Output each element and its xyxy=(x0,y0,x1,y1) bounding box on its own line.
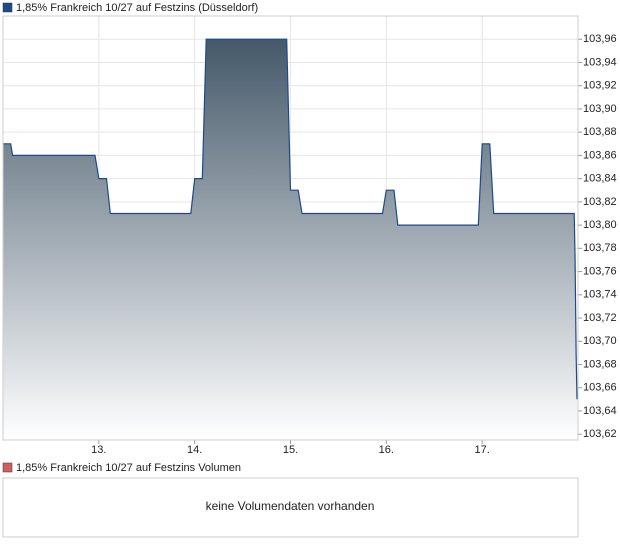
x-tick-label: 16. xyxy=(379,444,394,456)
x-tick-label: 17. xyxy=(475,444,490,456)
y-tick-label: 103,84 xyxy=(583,173,617,185)
legend-swatch xyxy=(2,462,13,473)
y-tick-label: 103,64 xyxy=(583,405,617,417)
y-tick-label: 103,74 xyxy=(583,289,617,301)
y-tick-label: 103,86 xyxy=(583,149,617,161)
y-tick-label: 103,80 xyxy=(583,219,617,231)
x-tick-label: 13. xyxy=(91,444,106,456)
legend-label: 1,85% Frankreich 10/27 auf Festzins (Düs… xyxy=(16,2,258,14)
x-tick-label: 15. xyxy=(283,444,298,456)
x-tick-label: 14. xyxy=(187,444,202,456)
legend-label: 1,85% Frankreich 10/27 auf Festzins Volu… xyxy=(16,462,241,474)
y-tick-label: 103,76 xyxy=(583,265,617,277)
area xyxy=(3,39,577,440)
y-tick-label: 103,78 xyxy=(583,242,617,254)
y-tick-label: 103,90 xyxy=(583,103,617,115)
y-tick-label: 103,92 xyxy=(583,80,617,92)
y-tick-label: 103,72 xyxy=(583,312,617,324)
volume-message: keine Volumendaten vorhanden xyxy=(206,499,375,513)
y-tick-label: 103,96 xyxy=(583,33,617,45)
y-tick-label: 103,62 xyxy=(583,428,617,440)
line xyxy=(3,38,578,400)
y-tick-label: 103,68 xyxy=(583,358,617,370)
y-tick-label: 103,70 xyxy=(583,335,617,347)
legend-swatch xyxy=(2,2,13,13)
y-tick-label: 103,82 xyxy=(583,196,617,208)
y-tick-label: 103,66 xyxy=(583,382,617,394)
y-tick-label: 103,94 xyxy=(583,56,617,68)
plot-border xyxy=(2,15,579,441)
y-tick-label: 103,88 xyxy=(583,126,617,138)
volume-panel xyxy=(2,477,579,538)
